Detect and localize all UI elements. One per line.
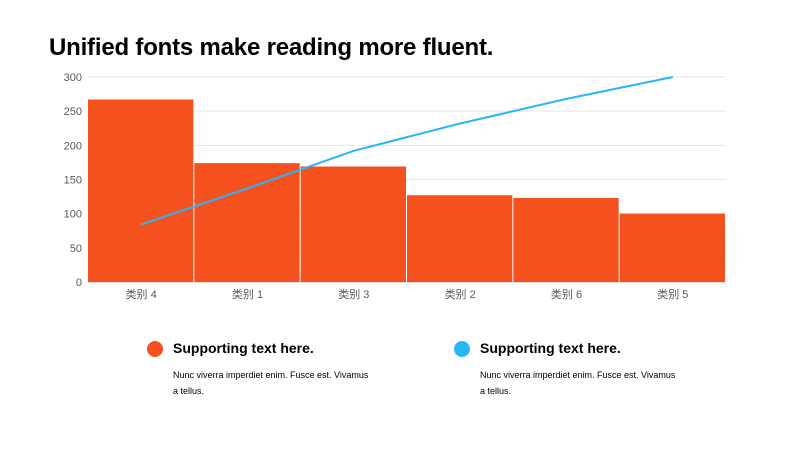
bar — [194, 163, 300, 282]
blue-dot-icon — [454, 341, 470, 357]
bar-series — [88, 99, 725, 282]
x-category-label: 类别 2 — [445, 287, 476, 301]
x-category-label: 类别 4 — [126, 287, 157, 301]
x-axis-categories: 类别 4 类别 1 类别 3 类别 2 类别 6 类别 5 — [126, 287, 689, 301]
y-axis-ticks: 0 50 100 150 200 250 300 — [64, 72, 82, 289]
line-series — [140, 76, 674, 226]
slide-title: Unified fonts make reading more fluent. — [49, 34, 494, 61]
x-category-label: 类别 6 — [551, 287, 582, 301]
y-tick-label: 250 — [64, 106, 82, 118]
bar — [513, 197, 619, 282]
x-category-label: 类别 1 — [232, 287, 263, 301]
x-category-label: 类别 5 — [657, 287, 688, 301]
y-tick-label: 0 — [76, 277, 82, 289]
x-category-label: 类别 3 — [338, 287, 369, 301]
legend-heading: Supporting text here. — [173, 340, 314, 356]
y-tick-label: 150 — [64, 175, 82, 187]
bar — [407, 195, 513, 282]
y-tick-label: 100 — [64, 209, 82, 221]
y-tick-label: 300 — [64, 72, 82, 84]
legend-body: Nunc viverra imperdiet enim. Fusce est. … — [480, 370, 676, 396]
bar — [88, 99, 194, 282]
y-tick-label: 200 — [64, 140, 82, 152]
legend-body: Nunc viverra imperdiet enim. Fusce est. … — [173, 370, 369, 396]
y-tick-label: 50 — [70, 243, 82, 255]
line-path — [140, 76, 674, 226]
bar — [300, 166, 406, 282]
orange-dot-icon — [147, 341, 163, 357]
legend-heading: Supporting text here. — [480, 340, 621, 356]
bar — [619, 213, 725, 282]
